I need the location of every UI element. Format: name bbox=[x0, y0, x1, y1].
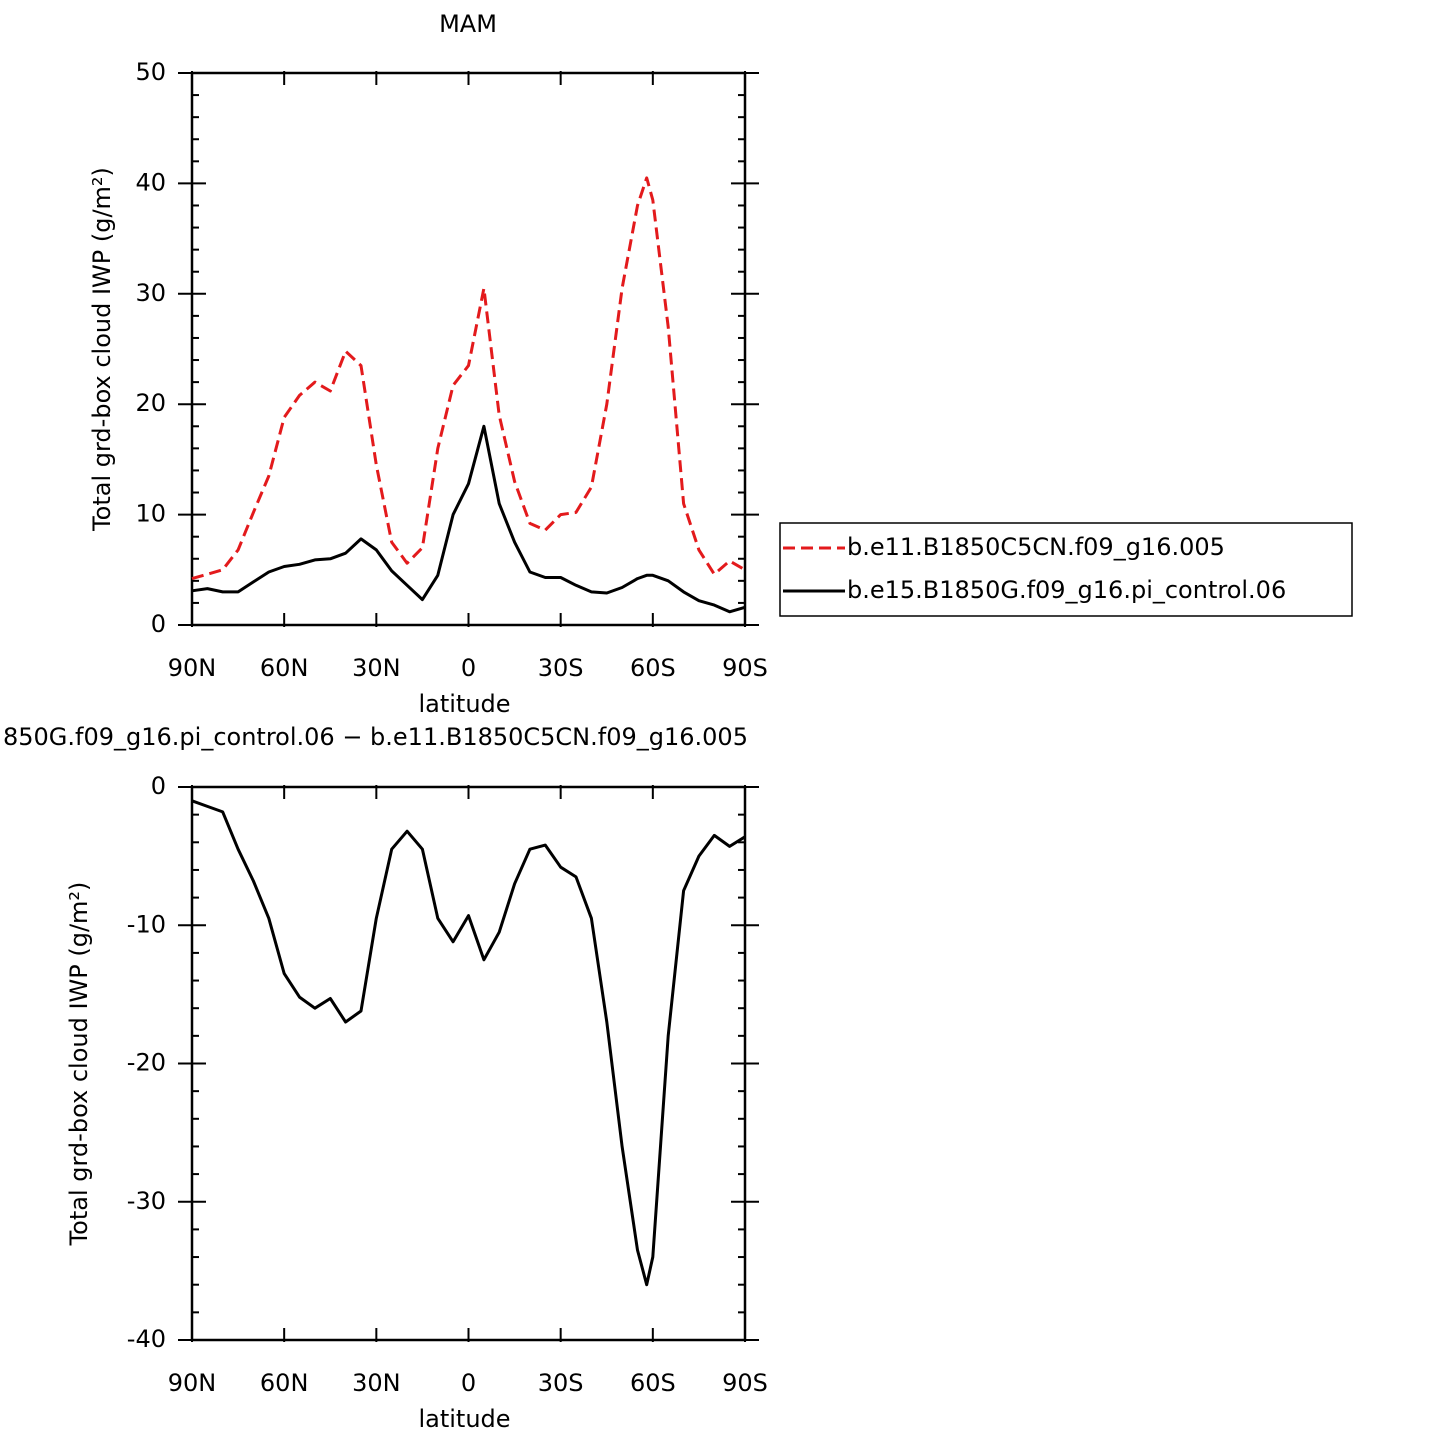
y-tick-label: 40 bbox=[135, 168, 166, 196]
x-tick-label: 90S bbox=[722, 1369, 768, 1397]
x-tick-label: 0 bbox=[461, 654, 476, 682]
x-tick-label: 30N bbox=[352, 1369, 401, 1397]
x-axis-label: latitude bbox=[418, 1405, 510, 1433]
legend-label: b.e11.B1850C5CN.f09_g16.005 bbox=[847, 533, 1225, 561]
legend-box bbox=[779, 522, 1353, 617]
x-tick-label: 60N bbox=[260, 1369, 309, 1397]
plot-frame bbox=[190, 785, 747, 1342]
chart-title: 850G.f09_g16.pi_control.06 − b.e11.B1850… bbox=[3, 723, 748, 751]
x-tick-label: 30S bbox=[538, 654, 584, 682]
plot-frame bbox=[190, 71, 747, 627]
x-axis-label: latitude bbox=[418, 690, 510, 718]
x-tick-label: 90S bbox=[722, 654, 768, 682]
y-tick-label: 20 bbox=[135, 389, 166, 417]
y-tick-label: 50 bbox=[135, 58, 166, 86]
y-tick-label: -40 bbox=[127, 1325, 166, 1353]
y-tick-label: -30 bbox=[127, 1187, 166, 1215]
x-tick-label: 30N bbox=[352, 654, 401, 682]
x-tick-label: 0 bbox=[461, 1369, 476, 1397]
y-axis-label: Total grd-box cloud IWP (g/m²) bbox=[65, 882, 93, 1247]
y-tick-label: -10 bbox=[127, 910, 166, 938]
x-tick-label: 60S bbox=[630, 1369, 676, 1397]
x-tick-label: 60N bbox=[260, 654, 309, 682]
data-line bbox=[191, 424, 746, 614]
y-tick-label: 30 bbox=[135, 279, 166, 307]
x-tick-label: 90N bbox=[168, 1369, 217, 1397]
y-tick-label: -20 bbox=[127, 1049, 166, 1077]
x-tick-label: 90N bbox=[168, 654, 217, 682]
y-axis-label: Total grd-box cloud IWP (g/m²) bbox=[88, 167, 116, 532]
y-tick-label: 0 bbox=[151, 772, 166, 800]
legend-label: b.e15.B1850G.f09_g16.pi_control.06 bbox=[847, 576, 1286, 604]
x-tick-label: 60S bbox=[630, 654, 676, 682]
data-line bbox=[191, 176, 746, 581]
y-tick-label: 0 bbox=[151, 610, 166, 638]
y-tick-label: 10 bbox=[135, 500, 166, 528]
chart-title: MAM bbox=[439, 10, 497, 38]
data-line bbox=[191, 799, 746, 1287]
x-tick-label: 30S bbox=[538, 1369, 584, 1397]
